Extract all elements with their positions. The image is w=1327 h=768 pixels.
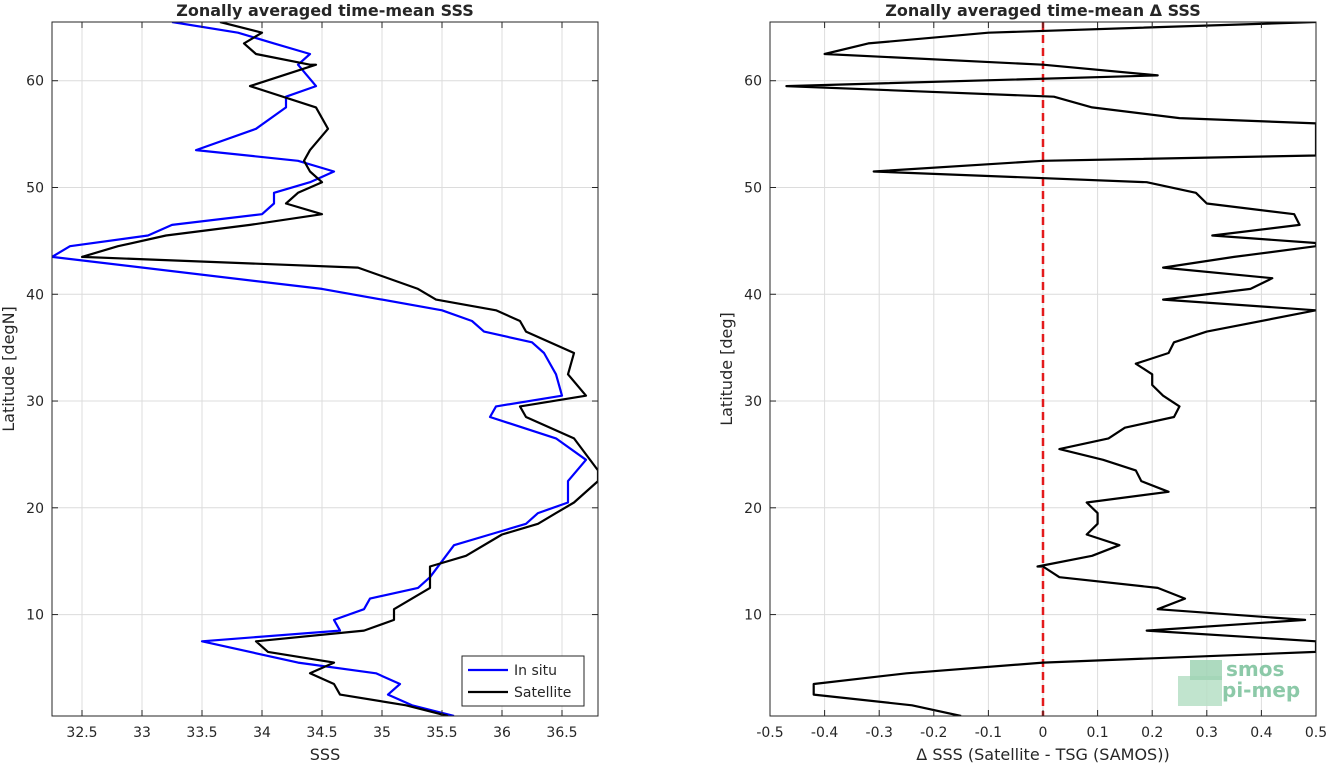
series-line-in-situ [52, 22, 588, 716]
plot-area [52, 22, 598, 716]
legend-label-1: Satellite [514, 685, 571, 701]
x-tick-label-10: 0.5 [1305, 725, 1327, 741]
legend-box [461, 655, 585, 707]
x-tick-label-1: -0.4 [811, 725, 838, 741]
x-tick-label-8: 0.3 [1196, 725, 1218, 741]
x-tick-label-2: -0.3 [866, 725, 893, 741]
logo-wave-icon [1178, 676, 1222, 706]
x-axis-label: SSS [310, 745, 340, 764]
y-tick-label-3: 40 [744, 287, 762, 303]
x-tick-label-3: -0.2 [920, 725, 947, 741]
x-tick-label-6: 0.1 [1086, 725, 1108, 741]
x-tick-label-4: -0.1 [975, 725, 1002, 741]
y-tick-label-4: 50 [26, 180, 44, 196]
x-tick-label-9: 0.4 [1250, 725, 1272, 741]
chart-title: Zonally averaged time-mean Δ SSS [885, 1, 1201, 20]
y-tick-label-2: 30 [26, 394, 44, 410]
x-tick-label-6: 35.5 [426, 725, 457, 741]
smos-pimep-logo: smos pi-mep [1178, 657, 1300, 706]
series-line-satellite [80, 22, 598, 716]
left-panel: 32.5 33 33.5 34 34.5 35 35.5 36 36.5 10 20 30 40 50 60… [0, 1, 599, 764]
logo-line1: smos [1226, 657, 1284, 681]
logo-wave-icon-top [1190, 660, 1222, 680]
x-tick-label-0: 32.5 [66, 725, 97, 741]
x-tick-label-8: 36.5 [546, 725, 577, 741]
x-tick-label-2: 33.5 [186, 725, 217, 741]
x-tick-label-7: 0.2 [1141, 725, 1163, 741]
x-tick-label-5: 35 [373, 725, 391, 741]
legend-label-0: In situ [514, 663, 557, 679]
x-tick-label-5: 0 [1039, 725, 1048, 741]
y-axis-label: Latitude [degN] [0, 306, 18, 432]
y-tick-label-1: 20 [26, 501, 44, 517]
series-line-0 [785, 22, 1316, 716]
y-tick-label-5: 60 [744, 74, 762, 90]
x-tick-label-3: 34 [253, 725, 271, 741]
x-tick-label-7: 36 [493, 725, 511, 741]
y-tick-label-5: 60 [26, 74, 44, 90]
chart-title: Zonally averaged time-mean SSS [176, 1, 474, 20]
y-axis-label: Latitude [deg] [717, 312, 736, 426]
x-axis-label: Δ SSS (Satellite - TSG (SAMOS)) [916, 745, 1169, 764]
x-tick-label-1: 33 [133, 725, 151, 741]
y-tick-label-1: 20 [744, 501, 762, 517]
y-tick-label-4: 50 [744, 180, 762, 196]
x-tick-label-4: 34.5 [306, 725, 337, 741]
y-tick-label-2: 30 [744, 394, 762, 410]
y-tick-label-0: 10 [26, 608, 44, 624]
y-tick-label-3: 40 [26, 287, 44, 303]
logo-line2: pi-mep [1222, 678, 1300, 702]
y-tick-label-0: 10 [744, 608, 762, 624]
legend: In situ Satellite [461, 655, 585, 707]
right-panel: -0.5 -0.4 -0.3 -0.2 -0.1 0 0.1 0.2 0.3 0.4 0.5 10 20… [717, 1, 1327, 764]
axes-box [51, 21, 599, 717]
x-tick-label-0: -0.5 [756, 725, 783, 741]
